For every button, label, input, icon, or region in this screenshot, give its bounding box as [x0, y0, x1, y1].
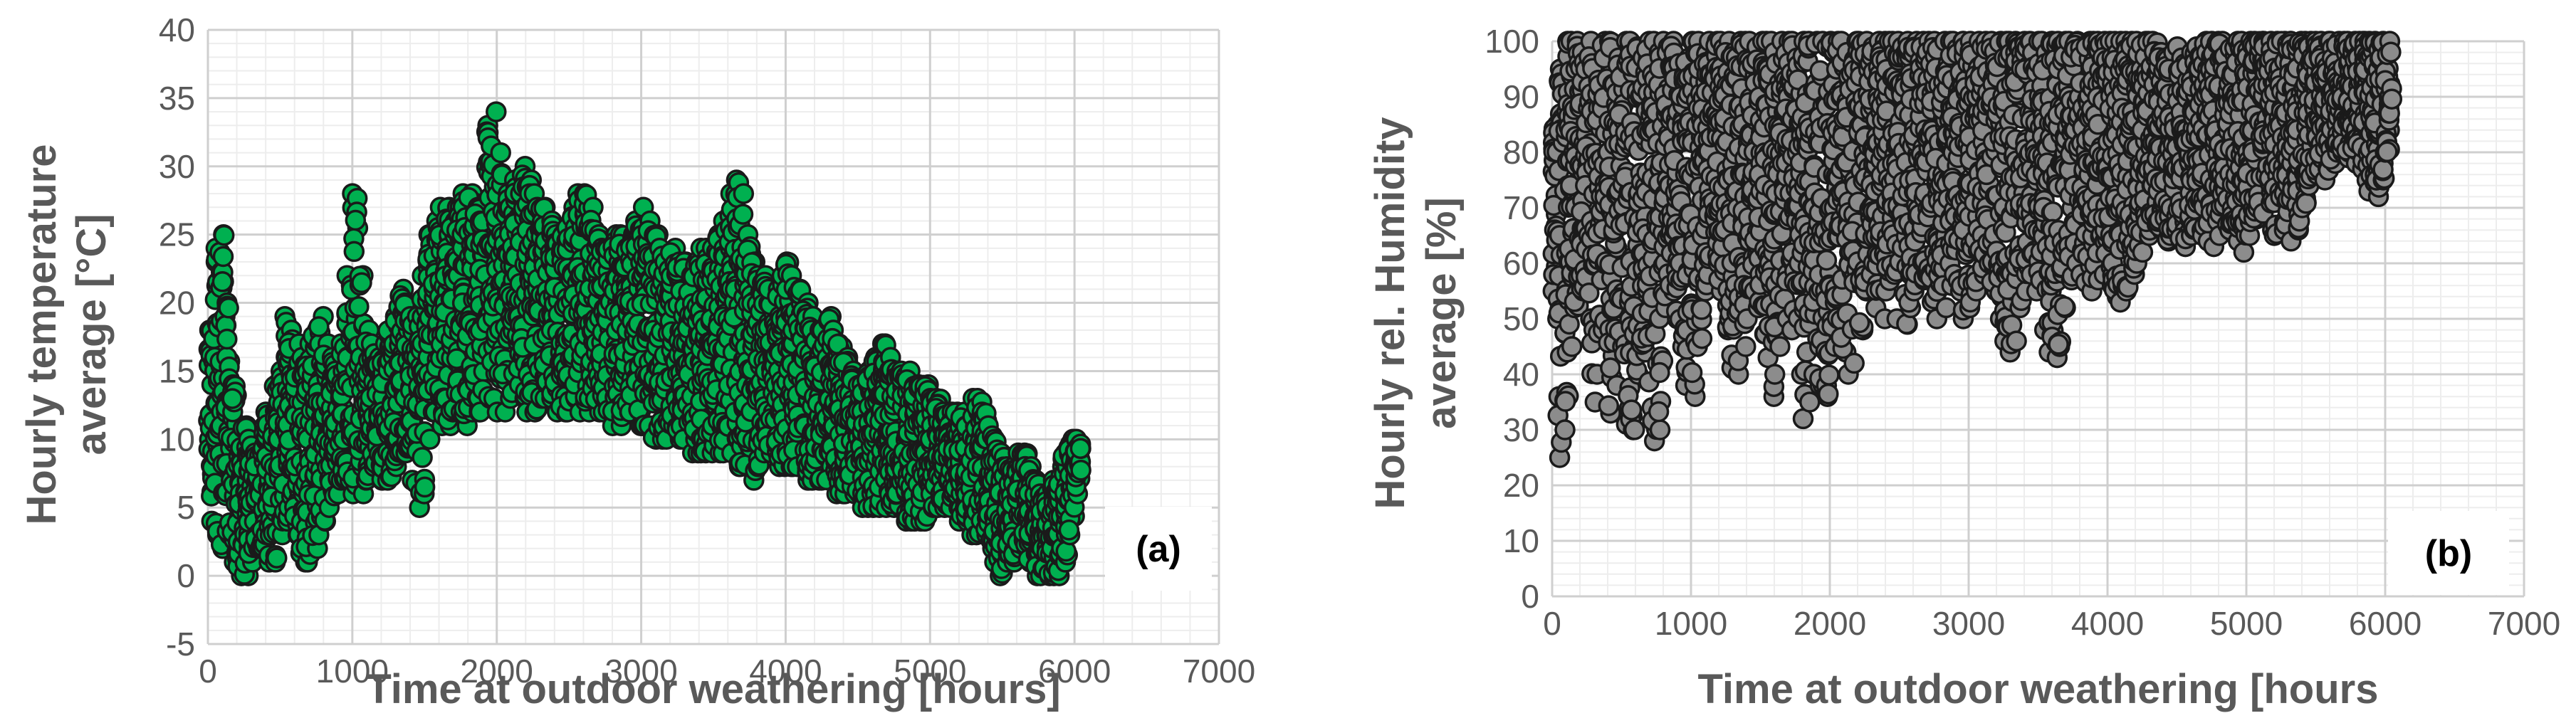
y-tick-label: -5 — [166, 626, 195, 663]
data-point — [734, 205, 753, 223]
y-tick-label: 0 — [177, 557, 195, 594]
data-point — [1563, 337, 1581, 356]
data-point — [734, 184, 753, 203]
y-axis-title-line-1: Hourly temperature — [19, 144, 65, 524]
y-tick-label: 10 — [159, 421, 195, 458]
data-point — [214, 248, 233, 266]
y-tick-label: 5 — [177, 489, 195, 526]
x-axis-title-1: Time at outdoor weathering [hours] — [366, 666, 1060, 712]
data-point — [213, 273, 231, 291]
y-tick-label: 20 — [159, 285, 195, 322]
data-point — [345, 242, 363, 260]
data-point — [352, 273, 371, 292]
data-point — [1059, 521, 1078, 539]
y-axis-title-line-2: average [°C] — [68, 213, 115, 455]
data-point — [219, 299, 238, 317]
data-point — [1651, 421, 1670, 439]
data-point — [1601, 359, 1620, 377]
data-point — [1650, 403, 1668, 421]
data-point — [487, 102, 506, 121]
panel-label-1: (a) — [1136, 529, 1181, 570]
data-point — [1556, 421, 1574, 439]
y-tick-label: 40 — [159, 11, 195, 48]
data-point — [413, 448, 431, 467]
y-tick-label: 25 — [159, 216, 195, 253]
data-point — [218, 330, 236, 349]
data-point — [1072, 461, 1090, 480]
x-tick-label: 7000 — [1183, 653, 1255, 690]
data-point — [416, 478, 434, 496]
data-point — [1625, 421, 1644, 439]
x-tick-label: 0 — [199, 653, 217, 690]
data-point — [1692, 329, 1711, 348]
data-point — [1556, 392, 1575, 411]
data-point — [215, 226, 234, 245]
data-point — [1683, 364, 1702, 382]
data-point — [268, 549, 286, 567]
data-point — [350, 297, 368, 316]
data-point — [310, 317, 328, 336]
data-point — [1650, 364, 1669, 382]
data-point — [223, 389, 241, 408]
data-point — [1623, 401, 1641, 419]
data-point — [491, 144, 510, 162]
data-point — [1599, 396, 1618, 415]
data-point — [1692, 300, 1711, 319]
y-tick-label: 15 — [159, 352, 195, 389]
y-tick-label: 30 — [159, 148, 195, 185]
data-point — [346, 211, 365, 230]
y-tick-label: 35 — [159, 80, 195, 117]
data-point — [1071, 439, 1089, 458]
